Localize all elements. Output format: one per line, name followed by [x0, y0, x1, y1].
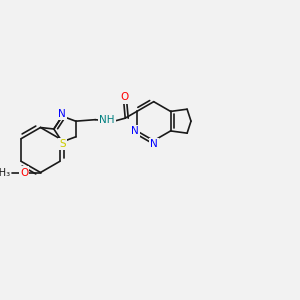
Text: N: N	[150, 139, 158, 149]
Text: S: S	[59, 139, 66, 149]
Text: CH₃: CH₃	[0, 167, 11, 178]
Text: O: O	[120, 92, 128, 103]
Text: N: N	[131, 126, 139, 136]
Text: N: N	[58, 109, 66, 119]
Text: O: O	[20, 167, 28, 178]
Text: NH: NH	[100, 115, 115, 125]
